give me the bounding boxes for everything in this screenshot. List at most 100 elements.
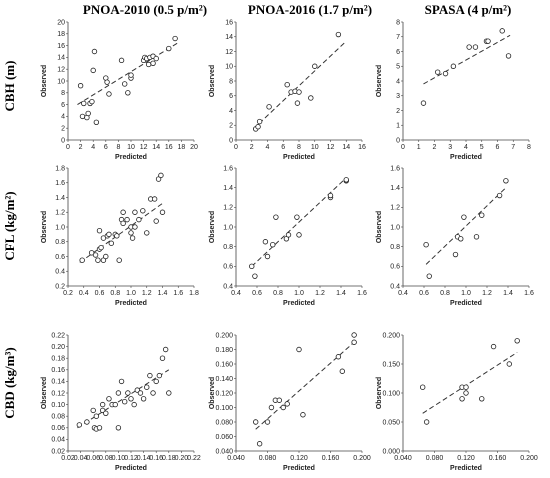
data-point <box>95 257 101 263</box>
data-point <box>124 216 130 223</box>
x-tick-label: 0.200 <box>353 455 371 462</box>
y-tick-label: 3 <box>396 93 400 100</box>
x-tick-label: 0.4 <box>79 290 89 297</box>
data-point <box>104 79 110 85</box>
trend-line <box>422 351 518 414</box>
data-point <box>339 368 346 374</box>
x-tick-label: 1 <box>417 144 421 151</box>
data-point <box>136 216 142 223</box>
trend-line <box>425 187 507 265</box>
y-tick-label: 4 <box>61 114 65 121</box>
x-axis-label: Predicted <box>115 465 147 472</box>
panel-CBH-PNOA2016: 0 2 4 6 8 10 12 14 16 0 2 4 6 8 10 12 14 16 Predicted Obser… <box>209 19 366 161</box>
y-tick-label: 1.4 <box>390 185 400 192</box>
x-tick-label: 1.0 <box>294 290 304 297</box>
y-tick-label: 8 <box>229 78 233 85</box>
y-tick-label: 2 <box>229 123 233 130</box>
x-tick-label: 0.6 <box>252 290 262 297</box>
x-tick-label: 0.4 <box>231 290 241 297</box>
y-tick-label: 1.0 <box>223 224 233 231</box>
x-tick-label: 0.8 <box>440 290 450 297</box>
trend-line <box>251 177 347 267</box>
y-tick-label: 1.2 <box>390 205 400 212</box>
data-point <box>458 236 464 242</box>
data-point <box>106 396 112 402</box>
y-tick-label: 5 <box>396 64 400 71</box>
x-tick-label: 2 <box>250 144 254 151</box>
data-point <box>335 354 342 360</box>
data-point <box>153 378 159 385</box>
data-point <box>505 53 512 59</box>
x-tick-label: 0 <box>401 144 405 151</box>
y-tick-label: 0.040 <box>215 448 233 455</box>
y-tick-label: 0.12 <box>51 390 65 397</box>
data-point <box>96 425 103 431</box>
y-tick-label: 2 <box>61 126 65 133</box>
x-tick-label: 0.2 <box>63 290 73 297</box>
y-tick-label: 0.16 <box>51 367 65 374</box>
y-tick-label: 2 <box>396 108 400 115</box>
data-point <box>129 235 136 241</box>
data-point <box>88 250 95 256</box>
y-tick-label: 4 <box>396 78 400 85</box>
panel-CBH-PNOA2010: 0 2 4 6 8 10 12 14 16 18 20 0 2 4 6 8 10 12 14 16 18 20 Predic… <box>41 19 198 161</box>
x-tick-label: 8 <box>116 144 120 151</box>
y-tick-label: 0.06 <box>51 425 65 432</box>
data-point <box>89 98 95 105</box>
y-tick-label: 1.6 <box>55 180 65 187</box>
data-point <box>153 55 159 62</box>
x-tick-label: 0.6 <box>95 290 105 297</box>
data-point <box>132 209 138 215</box>
data-point <box>351 332 357 338</box>
data-point <box>499 28 505 34</box>
y-tick-label: 14 <box>225 34 233 41</box>
data-point <box>420 100 427 106</box>
trend-line <box>252 42 346 130</box>
x-axis-label: Predicted <box>283 465 315 472</box>
y-axis-label: Observed <box>209 377 216 409</box>
x-tick-label: 0.040 <box>227 455 245 462</box>
data-point <box>91 48 98 55</box>
data-point <box>343 177 349 183</box>
data-point <box>423 419 430 425</box>
x-tick-label: 10 <box>127 144 135 151</box>
column-title-spasa: SPASA (4 p/m²) <box>424 2 512 17</box>
data-point <box>118 57 125 64</box>
y-tick-label: 1.4 <box>223 185 233 192</box>
y-tick-label: 10 <box>225 64 233 71</box>
y-tick-label: 0.20 <box>51 344 65 351</box>
y-tick-label: 0.000 <box>382 448 400 455</box>
x-tick-label: 1.4 <box>336 290 346 297</box>
x-tick-label: 16 <box>165 144 173 151</box>
data-point <box>296 89 302 95</box>
data-point <box>472 44 479 50</box>
data-point <box>121 81 128 87</box>
y-axis-label: Observed <box>209 211 216 243</box>
data-point <box>285 232 292 238</box>
data-point <box>450 63 457 69</box>
y-tick-label: 0.22 <box>51 332 65 339</box>
y-tick-label: 0.8 <box>55 239 65 246</box>
x-tick-label: 1.6 <box>524 290 534 297</box>
y-tick-label: 0.140 <box>215 376 233 383</box>
y-tick-label: 0.080 <box>215 419 233 426</box>
x-tick-label: 0.20 <box>175 455 189 462</box>
y-tick-label: 0.060 <box>215 434 233 441</box>
x-tick-label: 6 <box>496 144 500 151</box>
data-point <box>128 396 134 402</box>
data-point <box>514 338 520 344</box>
data-point <box>96 227 103 234</box>
x-tick-label: 0.8 <box>273 290 283 297</box>
data-point <box>473 234 480 240</box>
data-point <box>79 257 85 263</box>
x-tick-label: 1.0 <box>461 290 471 297</box>
data-point <box>459 396 465 402</box>
y-tick-label: 0.180 <box>215 347 233 354</box>
data-point <box>300 412 306 418</box>
y-axis-label: Observed <box>41 211 48 243</box>
data-point <box>155 176 162 182</box>
data-point <box>114 233 120 239</box>
y-tick-label: 1.4 <box>55 195 65 202</box>
y-tick-label: 1.2 <box>223 205 233 212</box>
data-point <box>128 72 134 78</box>
